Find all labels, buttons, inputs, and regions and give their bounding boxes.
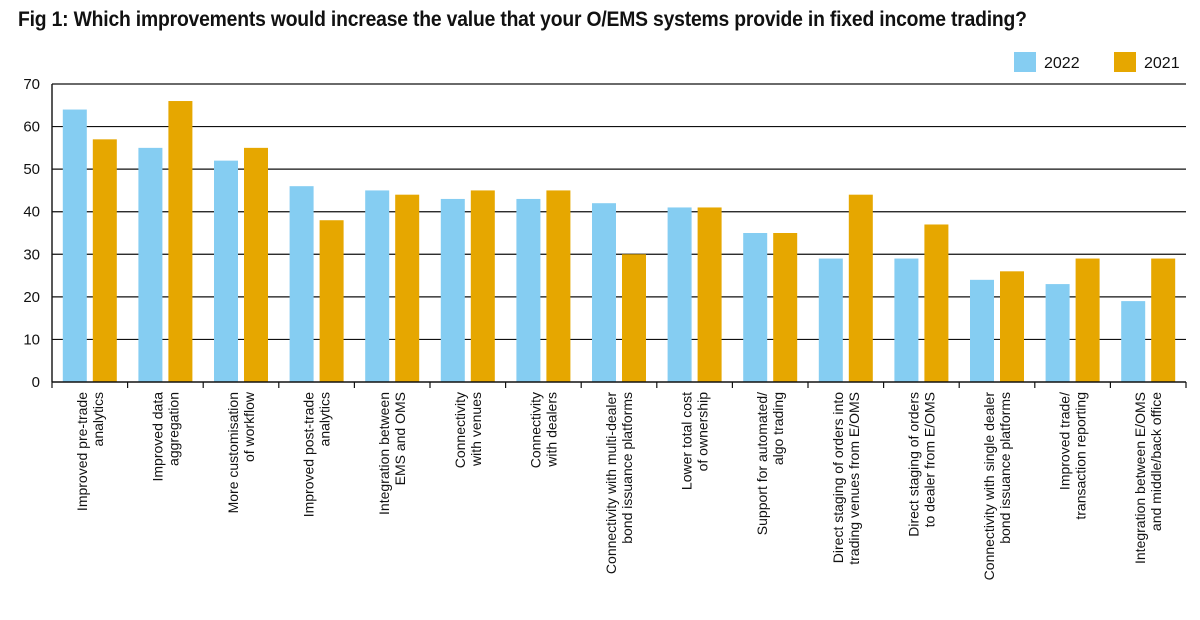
category-label-line: Connectivity [527,392,543,468]
bar-2021-5 [470,190,495,382]
category-label-line: Improved trade/ [1057,392,1073,490]
bar-2022-14 [1121,301,1146,382]
y-tick-label: 20 [23,289,40,306]
legend-swatch-2021 [1114,52,1136,72]
bar-2022-9 [743,233,768,382]
legend-label-2022: 2022 [1044,55,1080,72]
bar-2021-6 [546,190,571,382]
category-label-line: to dealer from E/OMS [921,392,937,527]
y-tick-label: 40 [23,204,40,221]
category-label-line: Integration between E/OMS [1132,392,1148,564]
y-axis-ticks: 0 10 20 30 40 50 60 70 [23,76,40,391]
bar-2022-4 [365,190,390,382]
category-labels: Improved pre-trade analytics Improved data… [74,391,1164,580]
category-label-line: of ownership [695,392,711,472]
category-label-line: Connectivity with single dealer [981,392,997,581]
category-label-line: EMS and OMS [392,392,408,485]
category-label: Lower total cost of ownership [679,392,711,490]
bar-2022-10 [818,258,843,382]
category-label: Support for automated/algo trading [754,392,786,535]
category-label-line: Direct staging of orders into [830,392,846,563]
category-label-line: with venues [468,392,484,467]
category-label: Connectivity with dealers [527,392,559,468]
category-label: Improved data aggregation [149,392,181,482]
category-label-line: Improved pre-trade [74,392,90,511]
y-tick-label: 50 [23,161,40,178]
bar-2021-3 [319,220,344,382]
bar-2021-11 [924,224,949,382]
bar-2022-13 [1045,284,1070,382]
bar-2022-12 [970,279,994,382]
category-label: Improved pre-trade analytics [74,392,106,511]
category-label-line: Connectivity with multi-dealer [603,392,619,574]
category-label: Integration between E/OMS and middle/back… [1132,392,1164,564]
bar-2021-8 [697,207,722,382]
category-label: Direct staging of orders into trading ven… [830,392,862,565]
y-tick-label: 0 [32,374,40,391]
bar-2022-8 [667,207,692,382]
bar-2021-9 [773,233,798,382]
category-label-line: algo trading [770,392,786,465]
category-label: Connectivity with venues [452,392,484,468]
legend: 2022 2021 [1014,52,1180,72]
grid-lines [52,83,1186,341]
bar-2021-1 [168,101,193,383]
bar-2021-0 [92,139,117,382]
bar-2022-2 [214,160,238,382]
legend-swatch-2022 [1014,52,1036,72]
bar-2022-1 [138,147,163,382]
category-label-line: Improved post-trade [301,392,317,517]
bar-2021-14 [1151,258,1176,382]
category-label-line: analytics [317,392,333,446]
category-label-line: Support for automated/ [754,392,770,535]
chart-title: Fig 1: Which improvements would increase… [18,8,1027,31]
legend-label-2021: 2021 [1144,55,1180,72]
y-tick-label: 10 [23,331,40,348]
category-label-line: Direct staging of orders [905,392,921,537]
bar-2022-5 [440,198,465,382]
y-tick-label: 70 [23,76,40,93]
category-label: Direct staging of orders to dealer from E… [905,392,937,537]
category-label-line: Integration between [376,392,392,515]
category-label-line: of workflow [241,391,257,462]
category-label-line: and middle/back office [1148,392,1164,531]
y-tick-label: 60 [23,119,40,136]
category-label-line: analytics [90,392,106,446]
category-label: More customisation of workflow [225,391,257,513]
category-label: Connectivity with single dealer bond issu… [981,392,1013,581]
bar-2021-13 [1075,258,1100,382]
bar-2022-11 [894,258,919,382]
bar-2022-7 [592,203,616,382]
category-label-line: with dealers [543,392,559,468]
bar-2021-4 [395,194,420,382]
bar-2021-7 [622,254,646,382]
category-label: Integration between EMS and OMS [376,392,408,515]
bar-2022-6 [516,198,541,382]
category-label: Improved trade/transaction reporting [1057,392,1089,520]
category-label-line: trading venues from E/OMS [846,392,862,565]
bar-2022-0 [62,109,87,383]
bar-2021-10 [848,194,873,382]
category-label-line: aggregation [165,392,181,466]
category-label-line: Improved data [149,392,165,482]
bar-2021-2 [244,147,268,382]
category-label-line: Lower total cost [679,392,695,490]
y-tick-label: 30 [23,246,40,263]
category-label-line: bond issuance platforms [619,392,635,544]
category-label-line: transaction reporting [1073,392,1089,520]
bars [62,101,1176,383]
axes [51,84,1187,388]
category-label-line: bond issuance platforms [997,392,1013,544]
category-label-line: Connectivity [452,392,468,468]
bar-2022-3 [289,186,314,382]
category-label: Improved post-trade analytics [301,392,333,517]
bar-2021-12 [1000,271,1024,382]
category-label-line: More customisation [225,392,241,513]
category-label: Connectivity with multi-dealer bond issua… [603,392,635,574]
